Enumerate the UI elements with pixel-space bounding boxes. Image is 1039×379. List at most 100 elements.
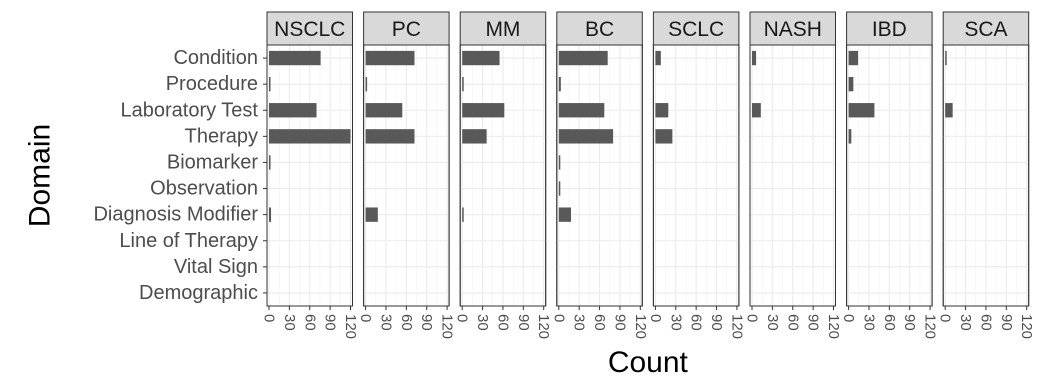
x-tick-label: 0 xyxy=(550,314,567,322)
x-tick-label: 0 xyxy=(937,314,954,322)
facet-strip xyxy=(459,11,547,46)
bar xyxy=(848,129,852,144)
x-tick-label: 30 xyxy=(957,314,974,331)
x-tick-label: 0 xyxy=(840,314,857,322)
facet-strip-label: IBD xyxy=(872,18,907,41)
x-tick-label: 120 xyxy=(342,314,359,339)
bar xyxy=(269,76,271,92)
x-tick-label: 60 xyxy=(977,314,994,331)
x-tick-label: 0 xyxy=(454,314,471,322)
x-tick-label: 60 xyxy=(688,314,705,331)
x-tick-label: 120 xyxy=(439,314,456,339)
x-tick-label: 90 xyxy=(515,314,532,331)
x-tick-label: 120 xyxy=(1018,314,1035,339)
y-tick-label: Biomarker xyxy=(167,151,258,173)
facet-strip-label: MM xyxy=(485,18,520,41)
y-tick-label: Laboratory Test xyxy=(121,99,259,121)
x-tick-label: 30 xyxy=(860,314,877,331)
bar xyxy=(269,129,351,144)
facet-strip xyxy=(652,11,740,46)
x-tick-label: 120 xyxy=(728,314,745,339)
y-tick-label: Diagnosis Modifier xyxy=(93,204,258,226)
x-tick-label: 90 xyxy=(322,314,339,331)
x-tick-label: 90 xyxy=(901,314,918,331)
bar xyxy=(558,50,608,66)
bar xyxy=(945,103,953,118)
x-tick-label: 0 xyxy=(744,314,761,322)
facet-strip-label: NSCLC xyxy=(274,18,345,41)
x-tick-label: 60 xyxy=(494,314,511,331)
bar xyxy=(558,129,614,144)
facet-strip-label: NASH xyxy=(764,18,822,41)
x-tick-label: 120 xyxy=(535,314,552,339)
x-tick-label: 30 xyxy=(281,314,298,331)
x-tick-label: 60 xyxy=(784,314,801,331)
bar xyxy=(848,103,875,118)
facet-strip xyxy=(942,11,1030,46)
y-tick-label: Condition xyxy=(173,47,258,69)
x-tick-label: 60 xyxy=(398,314,415,331)
x-tick-label: 60 xyxy=(301,314,318,331)
y-axis-title: Domain xyxy=(24,124,57,227)
y-tick-label: Line of Therapy xyxy=(119,230,258,252)
x-tick-label: 90 xyxy=(418,314,435,331)
x-tick-label: 90 xyxy=(998,314,1015,331)
bar xyxy=(365,103,403,118)
x-tick-label: 30 xyxy=(571,314,588,331)
bar xyxy=(462,103,505,118)
y-tick-label: Demographic xyxy=(139,282,258,304)
x-tick-label: 60 xyxy=(591,314,608,331)
facet-strip-label: BC xyxy=(585,18,614,41)
x-tick-label: 0 xyxy=(647,314,664,322)
bar xyxy=(365,207,378,222)
bar xyxy=(558,181,561,196)
bar xyxy=(462,207,464,222)
x-tick-label: 30 xyxy=(474,314,491,331)
bar xyxy=(752,103,761,118)
bar xyxy=(558,76,561,92)
x-tick-label: 30 xyxy=(667,314,684,331)
x-tick-label: 90 xyxy=(708,314,725,331)
x-tick-label: 30 xyxy=(764,314,781,331)
x-tick-label: 0 xyxy=(261,314,278,322)
bar xyxy=(462,76,464,92)
bar xyxy=(945,50,947,66)
facet-strip-label: SCLC xyxy=(668,18,724,41)
bar xyxy=(269,207,272,222)
bar xyxy=(269,103,317,118)
bar xyxy=(462,129,487,144)
bar xyxy=(655,50,661,66)
bar xyxy=(558,207,572,222)
x-tick-label: 90 xyxy=(805,314,822,331)
y-tick-label: Observation xyxy=(150,178,258,200)
bar xyxy=(365,50,415,66)
bar xyxy=(365,129,415,144)
bar xyxy=(462,50,500,66)
y-tick-label: Therapy xyxy=(185,125,258,147)
bar xyxy=(558,103,605,118)
bar xyxy=(655,103,669,118)
x-tick-label: 60 xyxy=(881,314,898,331)
bar xyxy=(655,129,673,144)
x-tick-label: 90 xyxy=(611,314,628,331)
x-tick-label: 30 xyxy=(377,314,394,331)
facet-strip xyxy=(266,11,353,46)
facet-strip xyxy=(363,11,450,46)
bar xyxy=(365,76,368,92)
x-axis-title: Count xyxy=(608,346,689,379)
bar xyxy=(752,50,757,66)
y-tick-label: Vital Sign xyxy=(174,256,258,278)
facet-strip xyxy=(556,11,643,46)
bar xyxy=(558,155,561,170)
x-tick-label: 120 xyxy=(922,314,939,339)
x-tick-label: 0 xyxy=(357,314,374,322)
bar xyxy=(269,155,271,170)
facet-strip xyxy=(846,11,933,46)
facet-strip-label: SCA xyxy=(964,18,1007,41)
x-tick-label: 120 xyxy=(632,314,649,339)
facet-strip-label: PC xyxy=(392,18,421,41)
bar xyxy=(269,50,321,66)
bar xyxy=(848,50,859,66)
